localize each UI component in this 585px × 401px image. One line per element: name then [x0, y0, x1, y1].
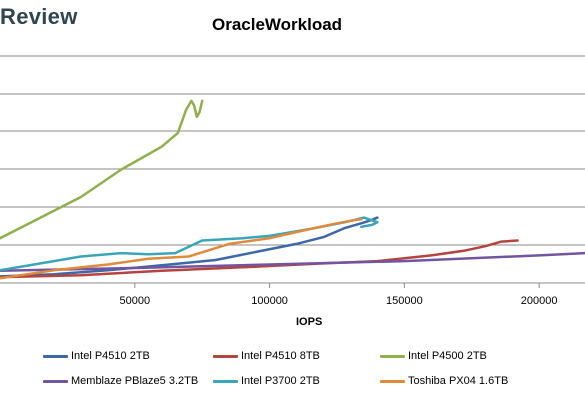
x-tick-label: 100000	[251, 295, 288, 307]
series-line	[0, 216, 379, 272]
x-tick-label: 50000	[119, 295, 150, 307]
x-tick-label: 150000	[386, 295, 423, 307]
logo: Review	[0, 4, 78, 29]
series-line	[0, 99, 204, 240]
chart-title: OracleWorkload	[212, 15, 343, 34]
x-axis-label: IOPS	[296, 316, 323, 328]
x-tick-label: 200000	[521, 295, 558, 307]
series-line	[0, 251, 585, 272]
series-line	[0, 218, 363, 280]
